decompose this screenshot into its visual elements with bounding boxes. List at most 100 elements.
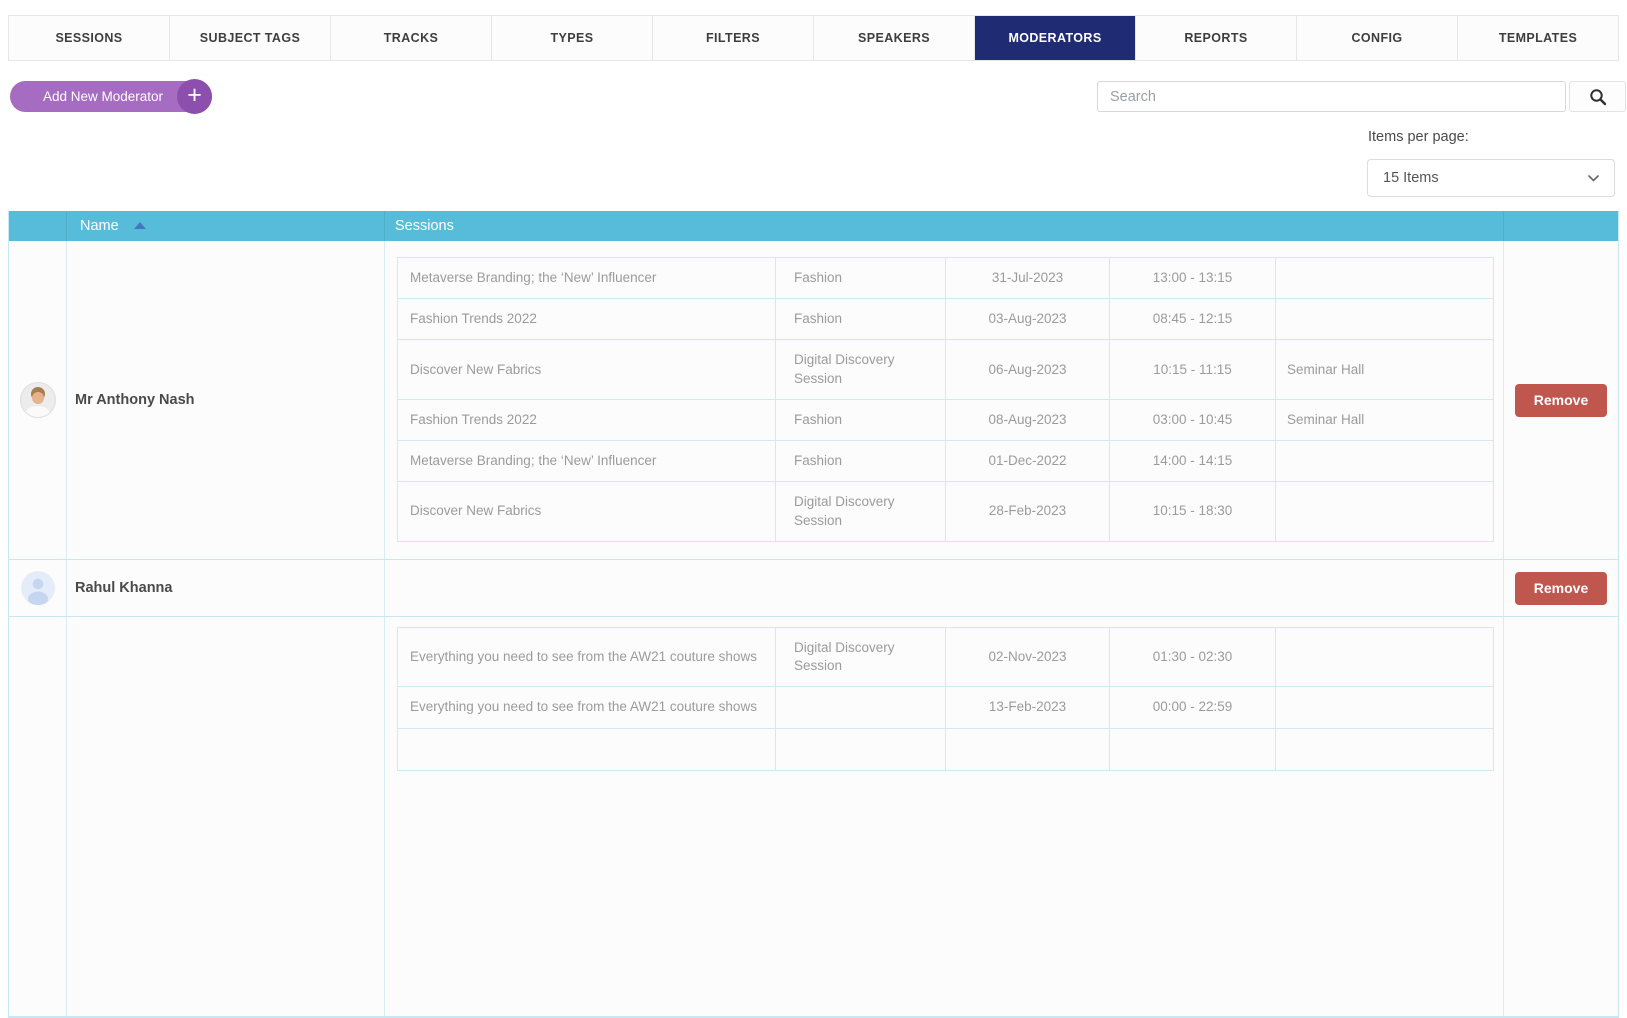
tab-types[interactable]: TYPES bbox=[491, 16, 652, 60]
tab-reports[interactable]: REPORTS bbox=[1135, 16, 1296, 60]
session-date bbox=[945, 727, 1110, 771]
session-row: Everything you need to see from the AW21… bbox=[397, 626, 1494, 688]
tab-moderators[interactable]: MODERATORS bbox=[974, 16, 1135, 60]
session-title: Discover New Fabrics bbox=[397, 339, 776, 400]
header-sessions: Sessions bbox=[384, 211, 1503, 241]
session-time: 03:00 - 10:45 bbox=[1109, 398, 1276, 442]
moderator-placeholder-avatar bbox=[20, 571, 55, 605]
items-per-page-value: 15 Items bbox=[1383, 170, 1439, 186]
search-input[interactable] bbox=[1097, 81, 1566, 112]
tab-sessions[interactable]: SESSIONS bbox=[55, 31, 123, 45]
session-room bbox=[1275, 256, 1494, 300]
session-date: 08-Aug-2023 bbox=[945, 398, 1110, 442]
chevron-down-icon bbox=[1588, 174, 1599, 182]
session-date: 03-Aug-2023 bbox=[945, 298, 1110, 341]
session-row: Everything you need to see from the AW21… bbox=[397, 686, 1494, 729]
moderators-table: Name Sessions Mr Anthony Nash bbox=[8, 211, 1619, 1018]
session-date: 06-Aug-2023 bbox=[945, 339, 1110, 400]
session-time bbox=[1109, 727, 1276, 771]
tab-templates[interactable]: TEMPLATES bbox=[1457, 16, 1618, 60]
add-new-moderator-button[interactable]: Add New Moderator + bbox=[10, 79, 212, 114]
header-avatar-column bbox=[9, 211, 66, 241]
session-row: Metaverse Branding; the ‘New’ Influencer… bbox=[397, 256, 1494, 300]
tab-subject-tags[interactable]: SUBJECT TAGS bbox=[169, 16, 330, 60]
action-cell bbox=[1503, 617, 1618, 1016]
header-action-column bbox=[1503, 211, 1618, 241]
action-cell: Remove bbox=[1503, 560, 1618, 616]
tab-filters[interactable]: FILTERS bbox=[652, 16, 813, 60]
session-date: 01-Dec-2022 bbox=[945, 440, 1110, 483]
session-row: Metaverse Branding; the ‘New’ Influencer… bbox=[397, 440, 1494, 483]
session-room: Seminar Hall bbox=[1275, 398, 1494, 442]
session-title: Everything you need to see from the AW21… bbox=[397, 686, 776, 729]
sessions-subtable: Metaverse Branding; the ‘New’ Influencer… bbox=[397, 256, 1494, 542]
session-room bbox=[1275, 481, 1494, 542]
session-track: Digital Discovery Session bbox=[775, 339, 946, 400]
sessions-cell: Metaverse Branding; the ‘New’ Influencer… bbox=[384, 241, 1503, 559]
session-track: Fashion bbox=[775, 256, 946, 300]
session-time: 14:00 - 14:15 bbox=[1109, 440, 1276, 483]
remove-button[interactable]: Remove bbox=[1515, 571, 1607, 605]
session-title: Everything you need to see from the AW21… bbox=[397, 626, 776, 688]
items-per-page-label: Items per page: bbox=[1368, 129, 1469, 145]
tab-speakers[interactable]: SPEAKERS bbox=[813, 16, 974, 60]
session-time: 13:00 - 13:15 bbox=[1109, 256, 1276, 300]
sessions-cell bbox=[384, 560, 1503, 616]
avatar-cell bbox=[9, 560, 66, 616]
session-track: Fashion bbox=[775, 298, 946, 341]
table-header: Name Sessions bbox=[9, 211, 1618, 241]
add-new-moderator-label: Add New Moderator bbox=[42, 89, 164, 104]
session-row: Discover New Fabrics Digital Discovery S… bbox=[397, 339, 1494, 400]
tab-tracks[interactable]: TRACKS bbox=[330, 16, 491, 60]
session-time: 10:15 - 11:15 bbox=[1109, 339, 1276, 400]
session-date: 28-Feb-2023 bbox=[945, 481, 1110, 542]
session-room bbox=[1275, 686, 1494, 729]
search-button[interactable] bbox=[1569, 81, 1626, 112]
header-sessions-label: Sessions bbox=[395, 218, 454, 234]
header-name-label: Name bbox=[80, 218, 119, 234]
session-time: 10:15 - 18:30 bbox=[1109, 481, 1276, 542]
moderator-name bbox=[66, 617, 384, 1016]
session-date: 13-Feb-2023 bbox=[945, 686, 1110, 729]
sessions-cell: Everything you need to see from the AW21… bbox=[384, 617, 1503, 1016]
session-track: Digital Discovery Session bbox=[775, 626, 946, 688]
tab-config[interactable]: CONFIG bbox=[1296, 16, 1457, 60]
header-name[interactable]: Name bbox=[66, 211, 384, 241]
moderator-row: Mr Anthony Nash Metaverse Branding; the … bbox=[9, 241, 1618, 560]
sessions-subtable: Everything you need to see from the AW21… bbox=[397, 626, 1494, 771]
top-tab-bar: SESSIONS SUBJECT TAGS TRACKS TYPES FILTE… bbox=[8, 15, 1619, 61]
remove-button[interactable]: Remove bbox=[1515, 383, 1607, 417]
session-row: Fashion Trends 2022 Fashion 08-Aug-2023 … bbox=[397, 398, 1494, 442]
session-title: Discover New Fabrics bbox=[397, 481, 776, 542]
session-title: Metaverse Branding; the ‘New’ Influencer bbox=[397, 256, 776, 300]
moderator-row: Rahul Khanna Remove bbox=[9, 560, 1618, 617]
session-title: Metaverse Branding; the ‘New’ Influencer bbox=[397, 440, 776, 483]
moderator-row: Everything you need to see from the AW21… bbox=[9, 617, 1618, 1017]
sort-ascending-icon[interactable] bbox=[133, 221, 146, 229]
items-per-page-select[interactable]: 15 Items bbox=[1367, 159, 1615, 197]
session-room bbox=[1275, 727, 1494, 771]
moderator-name: Rahul Khanna bbox=[66, 560, 384, 616]
session-track bbox=[775, 727, 946, 771]
session-room bbox=[1275, 298, 1494, 341]
session-time: 08:45 - 12:15 bbox=[1109, 298, 1276, 341]
avatar-cell bbox=[9, 241, 66, 559]
session-time: 01:30 - 02:30 bbox=[1109, 626, 1276, 688]
avatar-cell bbox=[9, 617, 66, 1016]
plus-icon: + bbox=[177, 79, 212, 114]
session-date: 31-Jul-2023 bbox=[945, 256, 1110, 300]
session-row bbox=[397, 727, 1494, 771]
session-row: Fashion Trends 2022 Fashion 03-Aug-2023 … bbox=[397, 298, 1494, 341]
moderator-photo-avatar bbox=[19, 382, 56, 418]
session-room: Seminar Hall bbox=[1275, 339, 1494, 400]
session-time: 00:00 - 22:59 bbox=[1109, 686, 1276, 729]
action-cell: Remove bbox=[1503, 241, 1618, 559]
session-track: Fashion bbox=[775, 440, 946, 483]
session-title bbox=[397, 727, 776, 771]
session-row: Discover New Fabrics Digital Discovery S… bbox=[397, 481, 1494, 542]
moderator-name: Mr Anthony Nash bbox=[66, 241, 384, 559]
session-date: 02-Nov-2023 bbox=[945, 626, 1110, 688]
session-title: Fashion Trends 2022 bbox=[397, 398, 776, 442]
session-room bbox=[1275, 440, 1494, 483]
session-title: Fashion Trends 2022 bbox=[397, 298, 776, 341]
